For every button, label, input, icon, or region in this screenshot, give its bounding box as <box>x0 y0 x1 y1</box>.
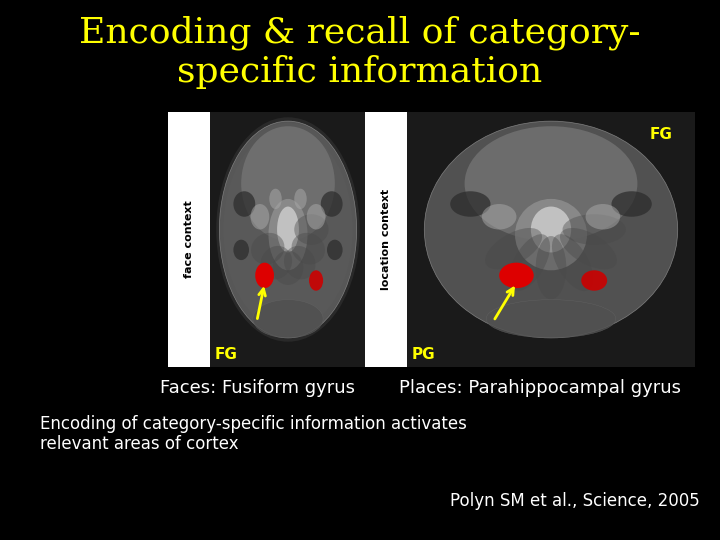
Ellipse shape <box>485 228 542 269</box>
Text: FG: FG <box>215 347 238 362</box>
Ellipse shape <box>499 262 534 288</box>
Text: Encoding & recall of category-: Encoding & recall of category- <box>79 15 641 50</box>
Text: face context: face context <box>184 201 194 279</box>
Ellipse shape <box>562 214 626 245</box>
Ellipse shape <box>450 191 490 217</box>
Text: PG: PG <box>412 347 436 362</box>
Ellipse shape <box>256 262 274 288</box>
Ellipse shape <box>464 126 637 241</box>
Text: specific information: specific information <box>177 55 543 89</box>
Ellipse shape <box>560 228 617 269</box>
Ellipse shape <box>261 246 292 279</box>
Ellipse shape <box>294 214 328 245</box>
Ellipse shape <box>424 121 678 338</box>
Ellipse shape <box>253 300 323 338</box>
Ellipse shape <box>294 188 307 209</box>
Ellipse shape <box>581 271 607 291</box>
Ellipse shape <box>515 199 587 271</box>
Ellipse shape <box>307 204 325 230</box>
Ellipse shape <box>220 121 356 338</box>
Bar <box>210 112 366 367</box>
Ellipse shape <box>482 204 516 230</box>
Text: location context: location context <box>381 189 391 290</box>
Ellipse shape <box>233 240 249 260</box>
Ellipse shape <box>273 251 303 285</box>
Ellipse shape <box>292 233 325 265</box>
Ellipse shape <box>536 236 567 299</box>
Ellipse shape <box>251 204 269 230</box>
Text: Encoding of category-specific information activates: Encoding of category-specific informatio… <box>40 415 467 433</box>
Ellipse shape <box>216 117 360 342</box>
Ellipse shape <box>220 123 356 336</box>
Ellipse shape <box>233 191 256 217</box>
Ellipse shape <box>611 191 652 217</box>
Text: FG: FG <box>650 127 673 142</box>
Ellipse shape <box>284 246 315 279</box>
Text: relevant areas of cortex: relevant areas of cortex <box>40 435 238 453</box>
Ellipse shape <box>327 240 343 260</box>
Ellipse shape <box>552 234 593 291</box>
Ellipse shape <box>241 126 335 241</box>
Bar <box>365 112 407 367</box>
Ellipse shape <box>486 300 616 338</box>
Ellipse shape <box>269 188 282 209</box>
Ellipse shape <box>585 204 620 230</box>
Text: Places: Parahippocampal gyrus: Places: Parahippocampal gyrus <box>399 379 681 397</box>
Ellipse shape <box>269 199 307 271</box>
Text: Polyn SM et al., Science, 2005: Polyn SM et al., Science, 2005 <box>450 492 700 510</box>
Ellipse shape <box>321 191 343 217</box>
Ellipse shape <box>277 206 299 252</box>
Ellipse shape <box>251 233 284 265</box>
Ellipse shape <box>531 206 571 252</box>
Ellipse shape <box>509 234 550 291</box>
Bar <box>168 112 210 367</box>
Bar <box>407 112 695 367</box>
Ellipse shape <box>309 271 323 291</box>
Text: Faces: Fusiform gyrus: Faces: Fusiform gyrus <box>160 379 354 397</box>
Ellipse shape <box>223 129 353 330</box>
